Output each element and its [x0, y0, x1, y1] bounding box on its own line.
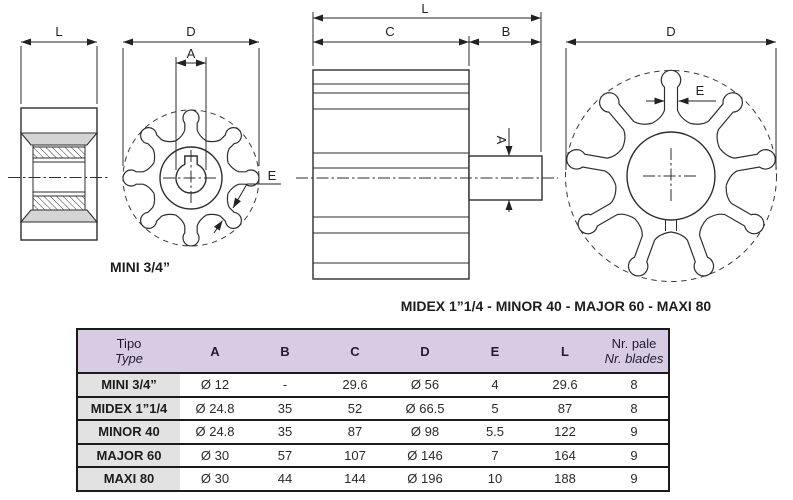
header-col-e: E [460, 328, 530, 373]
table-cell: Ø 30 [180, 466, 250, 491]
table-cell: Ø 196 [390, 466, 460, 491]
dim-label-d-midex: D [666, 24, 675, 39]
dim-label-a-mid: A [494, 136, 509, 145]
dimension-table: Tipo Type A B C D E L Nr. pale Nr. blade… [76, 328, 670, 492]
dim-label-c: C [385, 24, 394, 39]
table-cell: Ø 12 [180, 372, 250, 397]
table-cell: 164 [530, 442, 600, 467]
caption-mini: MINI 3/4” [110, 259, 170, 275]
table-cell: Ø 66.5 [390, 395, 460, 420]
dim-label-d-mini: D [186, 24, 195, 39]
dim-label-a-mini: A [187, 46, 196, 61]
table-cell: 5 [460, 395, 530, 420]
table-cell: 107 [320, 442, 390, 467]
blade-section-bottom [19, 209, 99, 223]
table-cell: 44 [250, 466, 320, 491]
table-cell: 9 [600, 419, 669, 444]
header-col-b: B [250, 328, 320, 373]
hub-hatch-bottom [32, 195, 86, 211]
table-row-mini: MINI 3/4” Ø 12 - 29.6 Ø 56 4 29.6 8 [77, 372, 669, 397]
dim-label-e-mini: E [268, 168, 277, 183]
table-cell: Ø 56 [390, 372, 460, 397]
header-col-d: D [390, 328, 460, 373]
dim-label-l-side: L [55, 24, 62, 39]
header-col-l: L [530, 328, 600, 373]
table-row-minor: MINOR 40 Ø 24.8 35 87 Ø 98 5.5 122 9 [77, 419, 669, 444]
technical-drawings: L D A [8, 1, 780, 314]
table-cell: Ø 146 [390, 442, 460, 467]
tip-circle [565, 70, 777, 282]
table-cell: Ø 98 [390, 419, 460, 444]
table-cell: 9 [600, 442, 669, 467]
header-nr-pale: Nr. pale Nr. blades [600, 328, 669, 373]
table-header-row: Tipo Type A B C D E L Nr. pale Nr. blade… [77, 328, 669, 373]
table-cell: 188 [530, 466, 600, 491]
hub-hatch-top [32, 146, 86, 159]
table-cell: 29.6 [530, 372, 600, 397]
table-cell: 8 [600, 372, 669, 397]
table-cell: 9 [600, 466, 669, 491]
header-tipo-type: Tipo Type [77, 328, 180, 373]
table-cell: 122 [530, 419, 600, 444]
table-cell: Ø 24.8 [180, 419, 250, 444]
drawing-mini-front-view: D A E [122, 24, 281, 247]
table-cell: 8 [600, 395, 669, 420]
table-row-major: MAJOR 60 Ø 30 57 107 Ø 146 7 164 9 [77, 442, 669, 467]
header-nr-pale-it: Nr. pale [611, 336, 657, 351]
dim-label-e-midex: E [696, 83, 705, 98]
hub-circle [626, 131, 716, 221]
caption-series: MIDEX 1”1/4 - MINOR 40 - MAJOR 60 - MAXI… [401, 298, 712, 314]
drawing-midex-front-view: D E [562, 24, 780, 283]
table-cell: 87 [320, 419, 390, 444]
table-cell: 4 [460, 372, 530, 397]
table-cell: 10 [460, 466, 530, 491]
table-cell: 29.6 [320, 372, 390, 397]
dim-label-b: B [502, 24, 511, 39]
header-type: Type [115, 351, 143, 366]
table-cell: 35 [250, 395, 320, 420]
header-col-c: C [320, 328, 390, 373]
dim-label-l-mid: L [421, 1, 428, 16]
row-label: MAJOR 60 [77, 442, 180, 467]
table-cell: 5.5 [460, 419, 530, 444]
row-label: MIDEX 1”1/4 [77, 395, 180, 420]
table-cell: Ø 30 [180, 442, 250, 467]
table-cell: 52 [320, 395, 390, 420]
blade-section-top [19, 132, 99, 146]
table-row-maxi: MAXI 80 Ø 30 44 144 Ø 196 10 188 9 [77, 466, 669, 491]
row-label: MINI 3/4” [77, 372, 180, 397]
table-cell: 144 [320, 466, 390, 491]
table-cell: - [250, 372, 320, 397]
row-label: MINOR 40 [77, 419, 180, 444]
header-col-a: A [180, 328, 250, 373]
table-cell: 87 [530, 395, 600, 420]
drawing-midex-side-view: L C B A [296, 1, 558, 280]
table-cell: 7 [460, 442, 530, 467]
row-label: MAXI 80 [77, 466, 180, 491]
table-cell: Ø 24.8 [180, 395, 250, 420]
impeller-body-side [312, 69, 470, 280]
header-tipo: Tipo [116, 336, 142, 351]
table-cell: 57 [250, 442, 320, 467]
drawing-mini-side-view: L [8, 24, 110, 241]
header-nr-blades-en: Nr. blades [604, 351, 664, 366]
table-cell: 35 [250, 419, 320, 444]
table-row-midex: MIDEX 1”1/4 Ø 24.8 35 52 Ø 66.5 5 87 8 [77, 395, 669, 420]
